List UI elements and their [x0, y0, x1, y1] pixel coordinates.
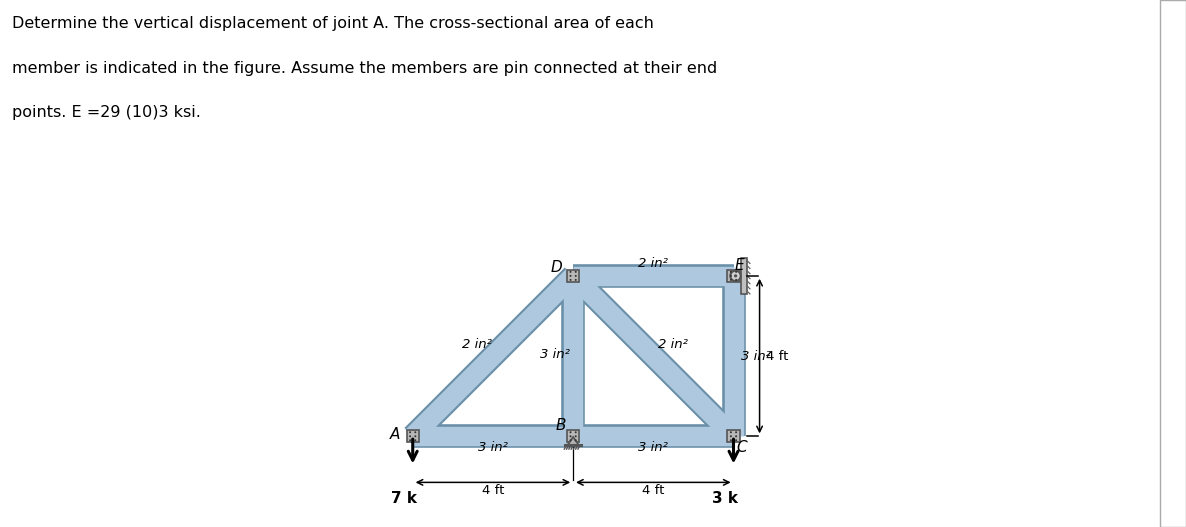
Circle shape [735, 275, 738, 277]
Circle shape [575, 275, 576, 277]
Text: 3 in²: 3 in² [740, 349, 771, 363]
Text: 3 k: 3 k [712, 491, 738, 506]
Bar [741, 258, 747, 294]
Circle shape [735, 435, 738, 437]
Text: 7 k: 7 k [391, 491, 417, 506]
Text: member is indicated in the figure. Assume the members are pin connected at their: member is indicated in the figure. Assum… [12, 61, 718, 75]
Text: 2 in²: 2 in² [658, 337, 688, 350]
Circle shape [414, 435, 416, 437]
Circle shape [735, 440, 738, 441]
Bar [567, 270, 579, 282]
Circle shape [569, 440, 572, 441]
Circle shape [729, 431, 732, 433]
Circle shape [729, 435, 732, 437]
Circle shape [414, 431, 416, 433]
Text: E: E [734, 258, 744, 274]
Text: 2 in²: 2 in² [638, 257, 669, 270]
Circle shape [575, 279, 576, 281]
Circle shape [575, 435, 576, 437]
Text: 3 in²: 3 in² [478, 441, 508, 454]
Bar [727, 430, 740, 442]
Circle shape [729, 271, 732, 273]
Text: A: A [389, 427, 400, 442]
Circle shape [731, 271, 741, 281]
Circle shape [735, 271, 738, 273]
Circle shape [569, 435, 572, 437]
Circle shape [729, 440, 732, 441]
Circle shape [569, 431, 572, 433]
Circle shape [575, 271, 576, 273]
Circle shape [569, 275, 572, 277]
Text: B: B [555, 417, 566, 433]
Text: Determine the vertical displacement of joint A. The cross-sectional area of each: Determine the vertical displacement of j… [12, 16, 653, 31]
Text: 4 ft: 4 ft [642, 484, 664, 497]
Text: D: D [550, 260, 562, 275]
Text: 4 ft: 4 ft [482, 484, 504, 497]
Text: 4 ft: 4 ft [766, 349, 789, 363]
Bar [567, 430, 579, 442]
Text: 3 in²: 3 in² [638, 441, 669, 454]
Circle shape [729, 275, 732, 277]
Circle shape [735, 431, 738, 433]
Circle shape [575, 440, 576, 441]
Text: 3 in²: 3 in² [540, 348, 570, 360]
Circle shape [569, 279, 572, 281]
Polygon shape [568, 437, 579, 445]
Circle shape [734, 274, 738, 278]
Circle shape [409, 435, 412, 437]
Circle shape [729, 279, 732, 281]
Circle shape [414, 440, 416, 441]
Text: 2 in²: 2 in² [461, 337, 492, 350]
Text: C: C [737, 440, 747, 455]
Circle shape [409, 440, 412, 441]
Bar [727, 270, 740, 282]
Circle shape [409, 431, 412, 433]
Bar [407, 430, 419, 442]
Circle shape [735, 279, 738, 281]
Circle shape [575, 431, 576, 433]
Text: points. E =29 (10)3 ksi.: points. E =29 (10)3 ksi. [12, 105, 200, 120]
Circle shape [569, 271, 572, 273]
